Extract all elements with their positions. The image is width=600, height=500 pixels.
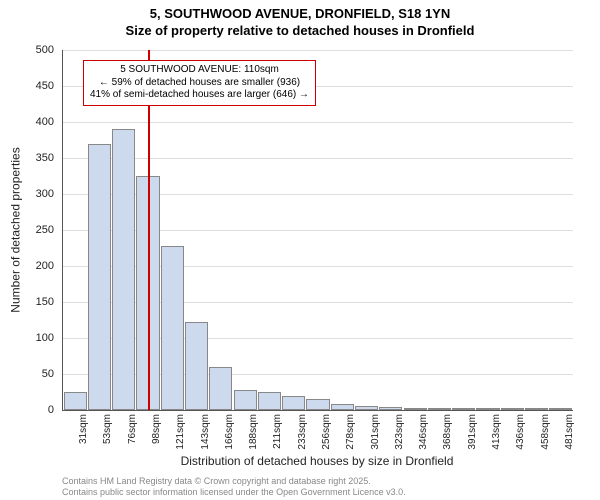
histogram-bar [549,408,572,410]
histogram-bar [306,399,329,410]
gridline [63,50,573,51]
x-tick-label: 391sqm [467,414,478,450]
x-tick-label: 76sqm [127,414,138,444]
histogram-bar [452,408,475,410]
histogram-bar [64,392,87,410]
y-tick-label: 50 [34,368,54,380]
histogram-bar [258,392,281,410]
x-tick-label: 481sqm [564,414,575,450]
footer-line: Contains public sector information licen… [62,487,406,498]
y-tick-label: 400 [34,116,54,128]
histogram-bar [355,406,378,410]
y-axis-label-wrap: Number of detached properties [8,50,24,410]
histogram-bar [209,367,232,410]
y-axis-label: Number of detached properties [9,147,23,312]
x-tick-label: 188sqm [248,414,259,450]
chart-container: 5, SOUTHWOOD AVENUE, DRONFIELD, S18 1YN … [0,0,600,500]
x-tick-label: 53sqm [102,414,113,444]
y-tick-label: 350 [34,152,54,164]
histogram-bar [501,408,524,410]
x-tick-label: 368sqm [442,414,453,450]
y-tick-label: 0 [34,404,54,416]
x-tick-label: 323sqm [394,414,405,450]
y-tick-label: 500 [34,44,54,56]
y-tick-label: 300 [34,188,54,200]
histogram-bar [282,396,305,410]
x-tick-label: 346sqm [418,414,429,450]
x-tick-label: 166sqm [224,414,235,450]
x-tick-label: 278sqm [345,414,356,450]
annotation-line: ← 59% of detached houses are smaller (93… [90,77,309,90]
annotation-line: 5 SOUTHWOOD AVENUE: 110sqm [90,64,309,77]
histogram-bar [88,144,111,410]
x-tick-label: 413sqm [491,414,502,450]
gridline [63,122,573,123]
histogram-bar [404,408,427,410]
histogram-bar [379,407,402,410]
annotation-box: 5 SOUTHWOOD AVENUE: 110sqm ← 59% of deta… [83,60,316,106]
histogram-bar [161,246,184,410]
histogram-bar [234,390,257,410]
y-tick-label: 100 [34,332,54,344]
x-tick-label: 256sqm [321,414,332,450]
x-tick-label: 98sqm [151,414,162,444]
histogram-bar [476,408,499,410]
x-tick-label: 436sqm [515,414,526,450]
gridline [63,158,573,159]
footer-line: Contains HM Land Registry data © Crown c… [62,476,406,487]
x-tick-label: 121sqm [175,414,186,450]
y-tick-label: 250 [34,224,54,236]
plot-area: 5 SOUTHWOOD AVENUE: 110sqm ← 59% of deta… [62,50,573,411]
chart-title: 5, SOUTHWOOD AVENUE, DRONFIELD, S18 1YN [0,0,600,21]
x-tick-label: 211sqm [272,414,283,449]
histogram-bar [112,129,135,410]
histogram-bar [428,408,451,410]
chart-subtitle: Size of property relative to detached ho… [0,21,600,38]
y-tick-label: 450 [34,80,54,92]
x-tick-label: 143sqm [200,414,211,450]
y-tick-label: 150 [34,296,54,308]
x-tick-label: 31sqm [78,414,89,444]
x-tick-label: 301sqm [370,414,381,450]
x-tick-label: 233sqm [297,414,308,450]
histogram-bar [525,408,548,410]
histogram-bar [331,404,354,410]
y-tick-label: 200 [34,260,54,272]
annotation-line: 41% of semi-detached houses are larger (… [90,89,309,102]
histogram-bar [185,322,208,410]
x-tick-label: 458sqm [540,414,551,450]
footer-attribution: Contains HM Land Registry data © Crown c… [62,476,406,498]
x-axis-label: Distribution of detached houses by size … [62,454,572,468]
